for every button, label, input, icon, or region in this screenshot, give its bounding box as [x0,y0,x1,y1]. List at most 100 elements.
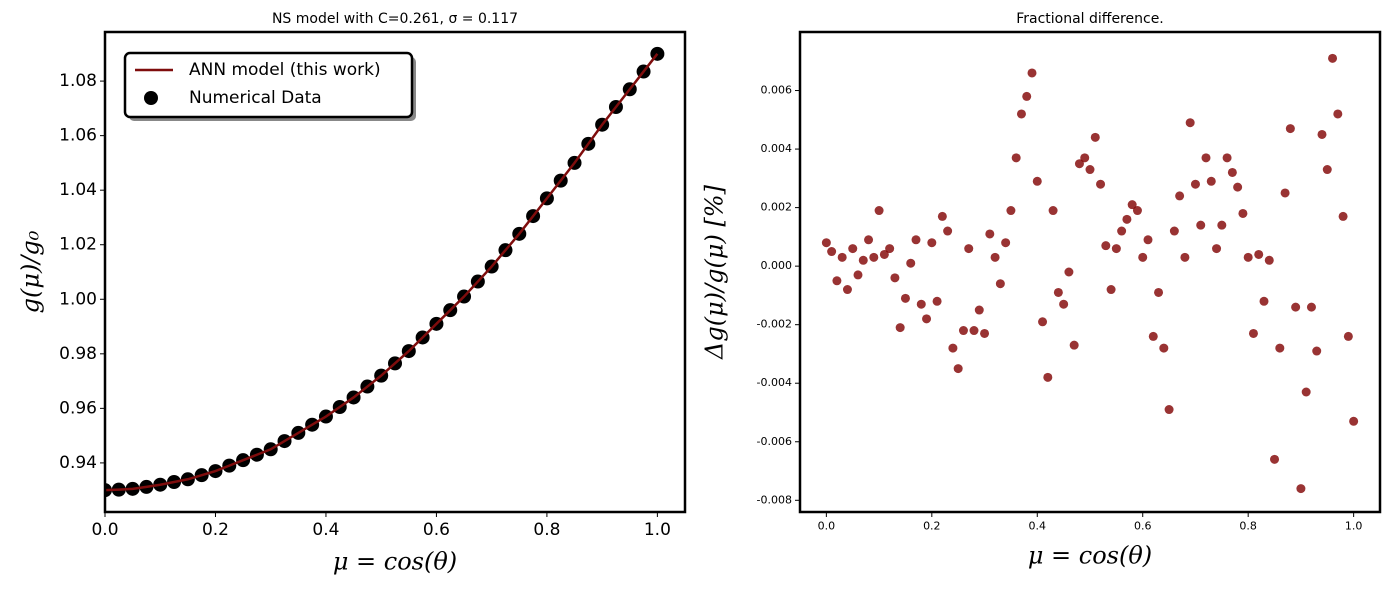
point [1069,340,1079,350]
point [1238,208,1248,218]
plot-area [105,46,665,498]
point [1312,346,1322,356]
point [1132,206,1142,216]
point [1264,255,1274,265]
x-tick-label: 0.6 [1134,520,1152,533]
point [906,258,916,268]
point [1101,241,1111,251]
y-axis-label: g(μ)/g₀ [17,230,45,313]
point [1317,129,1327,139]
point [832,276,842,286]
point [1064,267,1074,277]
point [927,238,937,248]
axes-frame [798,30,1382,514]
point [1280,188,1290,198]
y-tick-label: 0.002 [761,201,793,214]
point [1212,244,1222,254]
x-tick-label: 0.8 [1239,520,1257,533]
point [964,244,974,254]
point [1127,200,1137,210]
point [853,270,863,280]
point [1117,226,1127,236]
point [995,279,1005,289]
point [1038,317,1048,327]
y-tick-label: 0.006 [761,84,793,97]
point [1217,220,1227,230]
point [916,299,926,309]
point [1338,211,1348,221]
point [858,255,868,265]
point [1090,132,1100,142]
x-tick-label: 1.0 [1345,520,1363,533]
point [1016,109,1026,119]
x-tick-label: 0.2 [202,520,229,540]
point [1027,68,1037,78]
y-tick-label: 0.000 [761,259,793,272]
legend-label: ANN model (this work) [189,60,381,80]
point [1169,226,1179,236]
point [958,326,968,336]
line [105,53,659,492]
y-tick-label: 1.04 [59,180,97,200]
point [1343,331,1353,341]
point [864,235,874,245]
point [1148,331,1158,341]
point [1122,214,1132,224]
x-tick-label: 0.8 [533,520,560,540]
point [1349,416,1359,426]
chart-title: NS model with C=0.261, σ = 0.117 [272,11,518,27]
point [1185,118,1195,128]
y-tick-label: -0.006 [757,435,792,448]
point [842,285,852,295]
x-tick-label: 0.4 [1029,520,1047,533]
point [874,206,884,216]
point [1080,153,1090,163]
point [1032,176,1042,186]
point [895,323,905,333]
point [1322,165,1332,175]
point [1011,153,1021,163]
point [1175,191,1185,201]
y-tick-label: 1.02 [59,235,97,255]
point [1301,387,1311,397]
point [1328,53,1338,63]
point [1074,159,1084,169]
point [1222,153,1232,163]
point [1106,285,1116,295]
point [1164,405,1174,415]
point [1196,220,1206,230]
point [1059,299,1069,309]
point [1275,343,1285,353]
y-tick-label: -0.008 [757,493,792,506]
point [1259,296,1269,306]
point [1048,206,1058,216]
y-tick-label: 0.98 [59,344,97,364]
legend-label: Numerical Data [189,88,322,108]
point [890,273,900,283]
y-tick-label: 1.06 [59,126,97,146]
panel: NS model with C=0.261, σ = 0.117 μ = cos(… [17,11,687,576]
point [1143,235,1153,245]
x-tick-label: 0.4 [312,520,339,540]
point [837,252,847,262]
point [980,328,990,338]
point [969,326,979,336]
x-tick-label: 0.0 [818,520,836,533]
point [869,252,879,262]
legend-box [123,51,414,119]
point [1333,109,1343,119]
point [1248,328,1258,338]
point [990,252,1000,262]
point [885,244,895,254]
point [1190,179,1200,189]
point [1096,179,1106,189]
point [922,314,932,324]
point [1201,153,1211,163]
y-tick-label: -0.004 [757,376,792,389]
point [1053,287,1063,297]
legend: ANN model (this work) Numerical Data [123,51,414,119]
point [1085,165,1095,175]
panel: Fractional difference. μ = cos(θ) Δg(μ)/g(… [701,11,1382,570]
point [943,226,953,236]
point [1233,182,1243,192]
